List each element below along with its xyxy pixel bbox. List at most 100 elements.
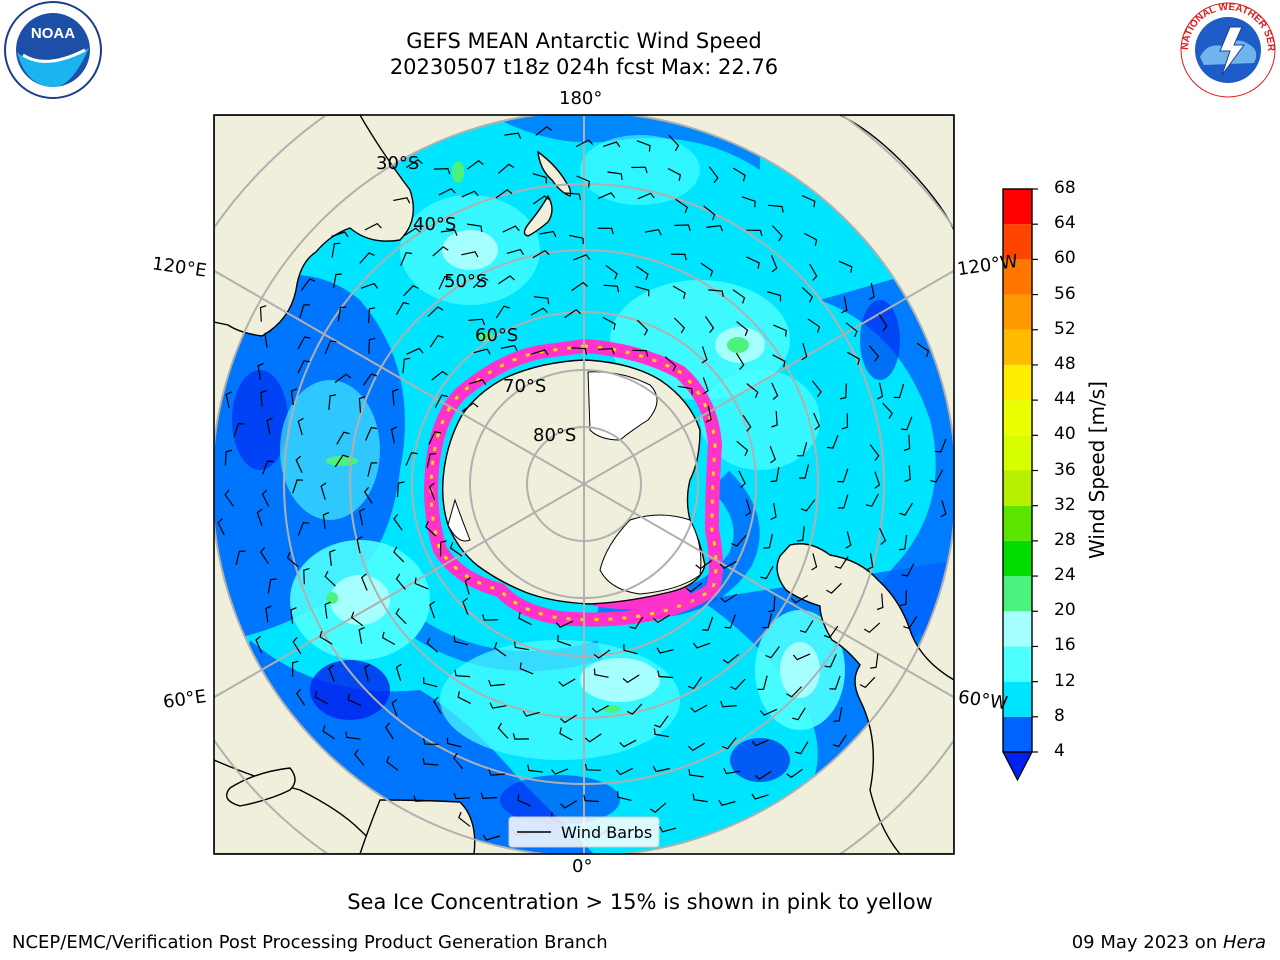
wind-barb	[720, 700, 737, 708]
colorbar-tick-label: 32	[1054, 494, 1076, 515]
wind-barb	[652, 614, 671, 624]
footer-machine: Hera	[1222, 932, 1266, 953]
wind-barb	[260, 389, 267, 407]
wind-barb	[703, 205, 716, 221]
wind-barb	[464, 577, 471, 595]
wind-barb	[364, 663, 371, 682]
wind-barb	[632, 349, 649, 357]
wind-barb	[259, 305, 267, 322]
wind-barb	[264, 330, 271, 348]
wind-barb	[790, 594, 809, 604]
wind-barb	[644, 229, 662, 236]
wind-barb	[811, 380, 822, 398]
wind-barb	[297, 360, 311, 374]
wind-barb	[593, 668, 609, 678]
wind-barb	[575, 139, 594, 148]
wind-barb	[772, 354, 786, 368]
wind-barb	[334, 373, 352, 384]
wind-barb	[224, 489, 234, 507]
wind-barb	[535, 125, 552, 136]
wind-barb	[736, 440, 749, 457]
wind-barb	[771, 225, 783, 242]
wind-barb	[462, 597, 469, 616]
wind-barb	[324, 340, 337, 355]
wind-barb	[453, 752, 464, 770]
wind-barb	[773, 324, 787, 337]
wind-barb	[649, 802, 667, 813]
wind-barb	[233, 423, 245, 438]
colorbar-bin	[1003, 681, 1032, 717]
wind-barb	[859, 676, 876, 689]
wind-barb	[332, 273, 342, 289]
lon-label-0: 0°	[572, 856, 593, 877]
wind-barb	[406, 347, 424, 355]
wind-barb	[434, 394, 448, 408]
wind-barb	[403, 284, 419, 297]
wind-barb	[837, 494, 849, 509]
wind-barb	[804, 232, 818, 246]
wind-barb	[322, 725, 336, 740]
colorbar-bin	[1003, 189, 1032, 225]
colorbar-bin	[1003, 576, 1032, 612]
wind-barb	[386, 756, 399, 771]
wind-barb	[422, 738, 440, 745]
colorbar-bin	[1003, 259, 1032, 295]
wind-barb	[824, 653, 837, 668]
wind-barb	[637, 192, 655, 200]
wind-barb	[518, 612, 532, 626]
wind-barb	[565, 192, 581, 201]
continents	[214, 115, 954, 854]
wind-barb	[495, 305, 510, 319]
wind-barb	[259, 547, 269, 565]
colorbar	[1002, 188, 1038, 782]
wind-barb	[732, 167, 746, 182]
wind-barb	[823, 625, 839, 639]
wind-barb	[576, 175, 591, 188]
lat-label-70s: 70°S	[503, 376, 546, 397]
wind-barb	[722, 653, 740, 664]
wind-barb	[664, 356, 677, 372]
wind-barb	[539, 230, 557, 238]
wind-barb	[457, 691, 471, 704]
wind-barb	[732, 289, 746, 304]
wind-barb	[882, 402, 893, 419]
wind-barb	[708, 166, 719, 184]
wind-barb	[267, 578, 277, 594]
wind-barb	[657, 670, 674, 679]
wind-barb	[870, 653, 879, 669]
wind-barbs-legend: Wind Barbs	[508, 816, 660, 848]
colorbar-tick-label: 40	[1054, 424, 1076, 445]
chart-subtitle: 20230507 t18z 024h fcst Max: 22.76	[389, 55, 779, 79]
wind-barb	[392, 388, 399, 406]
wind-barb	[757, 675, 768, 690]
wind-barb	[403, 227, 421, 237]
wind-barb	[291, 660, 299, 677]
wind-barb	[673, 317, 686, 334]
wind-barb	[367, 462, 378, 477]
wind-barb	[622, 674, 640, 684]
wind-barb	[746, 256, 760, 269]
wind-barb	[724, 614, 736, 629]
colorbar-bin	[1003, 646, 1032, 682]
wind-barb	[675, 198, 688, 214]
wind-barb	[438, 275, 452, 290]
wind-barb	[498, 275, 515, 285]
wind-barb	[796, 526, 805, 542]
wind-barb	[235, 550, 246, 566]
wind-barb	[303, 567, 310, 585]
wind-barb	[653, 728, 669, 738]
wind-barb	[405, 452, 418, 466]
wind-barb	[461, 190, 479, 198]
wind-barb	[876, 382, 884, 400]
wind-barb	[833, 706, 843, 722]
wind-barb	[591, 704, 609, 714]
wind-barb	[602, 316, 616, 330]
wind-barb	[869, 444, 880, 461]
wind-barb	[834, 556, 849, 569]
wind-barb	[607, 171, 623, 180]
wind-barb	[751, 739, 769, 747]
wind-barb	[381, 631, 396, 646]
wind-barb	[603, 284, 620, 293]
wind-barb	[359, 252, 375, 264]
